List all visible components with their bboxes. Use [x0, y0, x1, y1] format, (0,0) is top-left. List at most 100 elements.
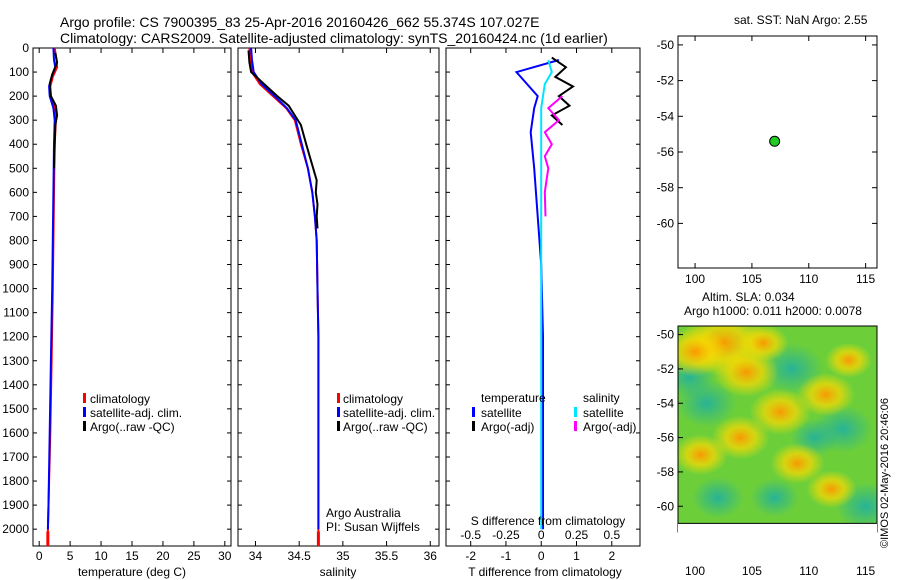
sla-high-patch — [678, 434, 728, 476]
legend-label-temp-argo: Argo(-adj) — [481, 420, 534, 434]
sla-low-patch — [750, 478, 799, 517]
y-tick-label: 600 — [9, 185, 29, 199]
x-tick-label: 105 — [742, 272, 762, 286]
sla-high-patch — [806, 470, 857, 508]
difference-axes — [445, 47, 641, 547]
argo-location-marker — [769, 135, 781, 147]
legend-swatch-satellite — [337, 407, 340, 417]
y-tick-label: 1800 — [2, 474, 29, 488]
y-tick-label: 1900 — [2, 498, 29, 512]
y-tick-label: 1500 — [2, 402, 29, 416]
legend-swatch-sal-argo — [574, 421, 577, 431]
legend-label-climatology: climatology — [90, 392, 150, 406]
series-group — [46, 48, 59, 546]
x-tick-label: 105 — [742, 564, 762, 578]
legend-swatch-temp-satellite — [472, 407, 475, 417]
x-tick-label: -1 — [501, 549, 512, 563]
x-tick-label: 36 — [424, 549, 438, 563]
y-tick-label: -60 — [657, 216, 675, 230]
x-tick-label: 0 — [538, 549, 545, 563]
series-line — [248, 48, 320, 542]
legend-label-climatology: climatology — [343, 392, 403, 406]
temperature-legend: climatology satellite-adj. clim. Argo(..… — [83, 392, 182, 434]
series-line — [540, 59, 553, 530]
x-tick-label: 15 — [125, 549, 139, 563]
y-tick-label: 900 — [9, 258, 29, 272]
x-tick-label: 10 — [94, 549, 108, 563]
legend-swatch-temp-argo — [472, 421, 475, 431]
series-line — [46, 48, 57, 530]
y-tick-label: -56 — [657, 145, 675, 159]
sst-map: 100 105 110 115 -50 -52 -54 -56 -58 -60 — [657, 36, 877, 286]
series-group — [514, 56, 575, 530]
y-tick-label: -58 — [657, 465, 675, 479]
legend-swatch-sal-satellite — [574, 407, 577, 417]
y-tick-label: 800 — [9, 233, 29, 247]
x-tick-label: 115 — [856, 272, 875, 286]
difference-xlabel: T difference from climatology — [468, 565, 622, 579]
series-line — [48, 52, 59, 169]
difference-chart: -2 -1 0 1 2 -0.5 -0.25 0 0.25 0.5 — [446, 47, 640, 563]
x-tick-label: 100 — [685, 564, 705, 578]
sla-high-patch — [749, 388, 812, 436]
annotation-pi: PI: Susan Wijffels — [326, 520, 420, 534]
sla-title-line-1: Altim. SLA: 0.034 — [702, 290, 795, 304]
difference-legend: temperature salinity satellite Argo(-adj… — [472, 391, 636, 434]
series-line — [250, 48, 320, 530]
x-tick-label: 0 — [36, 549, 43, 563]
salinity-xlabel: salinity — [320, 565, 357, 579]
x-tick-label: 30 — [218, 549, 232, 563]
legend-label-argo: Argo(..raw -QC) — [343, 420, 428, 434]
legend-swatch-argo — [83, 421, 86, 431]
legend-label-satellite: satellite-adj. clim. — [343, 406, 435, 420]
x-tick-label: 34 — [249, 549, 263, 563]
legend-title-salinity: salinity — [583, 391, 620, 405]
y-tick-label: -54 — [657, 109, 675, 123]
y-tick-label: -52 — [657, 74, 675, 88]
x-tick-label: 115 — [856, 564, 875, 578]
y-tick-label: 100 — [9, 65, 29, 79]
s-tick-label: 0.5 — [603, 528, 620, 542]
salinity-chart: 34 34.5 35 35.5 36 — [238, 47, 439, 563]
legend-label-sal-argo: Argo(-adj) — [583, 420, 636, 434]
sla-map: 100 105 110 115 -50 -52 -54 -56 -58 -60 — [657, 325, 878, 578]
s-tick-label: 0 — [538, 528, 545, 542]
y-tick-label: 1700 — [2, 450, 29, 464]
legend-label-satellite: satellite-adj. clim. — [90, 406, 182, 420]
series-line — [550, 56, 575, 126]
x-tick-label: 5 — [67, 549, 74, 563]
legend-title-temperature: temperature — [481, 391, 546, 405]
annotation-argo-australia: Argo Australia — [326, 506, 401, 520]
legend-swatch-satellite — [83, 407, 86, 417]
legend-swatch-argo — [337, 421, 340, 431]
y-tick-label: 500 — [9, 161, 29, 175]
legend-label-sal-satellite: satellite — [583, 406, 624, 420]
y-tick-label: -52 — [657, 362, 675, 376]
series-line — [543, 95, 564, 217]
legend-swatch-climatology — [337, 393, 340, 403]
sla-nodata-band — [678, 523, 877, 550]
y-tick-label: -50 — [657, 328, 675, 342]
y-tick-label: -58 — [657, 181, 675, 195]
y-tick-label: 400 — [9, 137, 29, 151]
y-tick-label: 700 — [9, 209, 29, 223]
bottom-marker — [316, 531, 320, 546]
sla-high-patch — [825, 342, 872, 378]
series-line — [514, 59, 560, 530]
title-line-2: Climatology: CARS2009. Satellite-adjuste… — [60, 30, 608, 46]
x-tick-label: 34.5 — [287, 549, 311, 563]
x-tick-label: 100 — [685, 272, 705, 286]
sla-field — [678, 326, 877, 532]
y-tick-label: 0 — [22, 41, 29, 55]
y-tick-label: 1200 — [2, 330, 29, 344]
temperature-xlabel: temperature (deg C) — [78, 565, 186, 579]
y-tick-label: -60 — [657, 499, 675, 513]
sla-high-patch — [796, 372, 855, 417]
x-tick-label: 25 — [187, 549, 201, 563]
salinity-axes — [237, 47, 440, 547]
x-tick-label: 35 — [336, 549, 350, 563]
x-tick-label: 35.5 — [375, 549, 399, 563]
difference-xlabel-top: S difference from climatology — [471, 514, 626, 528]
legend-label-argo: Argo(..raw -QC) — [90, 420, 175, 434]
